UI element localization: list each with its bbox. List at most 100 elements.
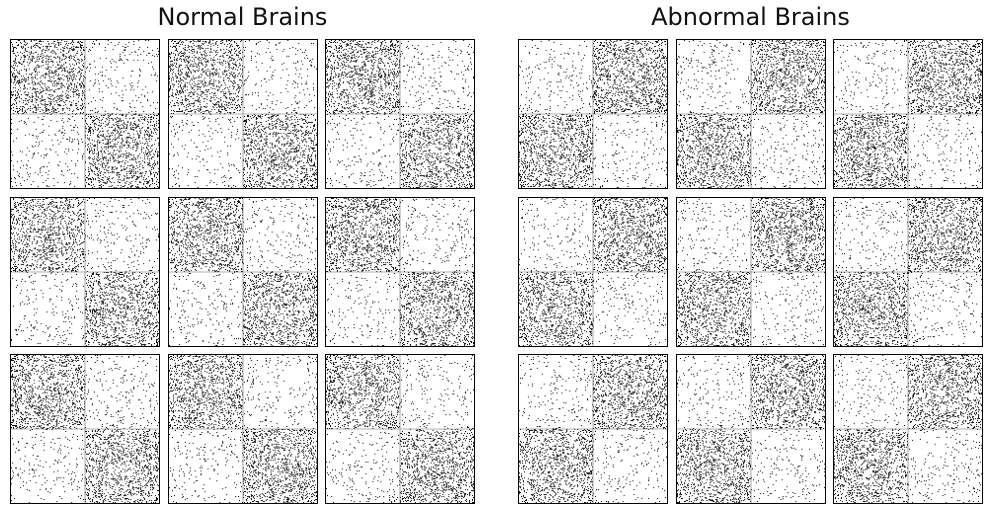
matrix-point (79, 79, 81, 81)
matrix-point (294, 177, 296, 179)
matrix-point (223, 108, 225, 110)
matrix-point (43, 129, 45, 131)
matrix-point (82, 107, 84, 109)
matrix-point (81, 60, 83, 62)
matrix-point (293, 124, 295, 126)
matrix-point (120, 150, 122, 152)
matrix-point (305, 121, 307, 123)
matrix-point (96, 175, 98, 177)
matrix-point (238, 105, 240, 107)
matrix-point (289, 151, 291, 153)
matrix-point (67, 77, 69, 79)
matrix-point (311, 129, 313, 131)
matrix-point (315, 179, 317, 181)
matrix-point (85, 122, 87, 124)
matrix-point (72, 140, 74, 142)
matrix-point (182, 80, 184, 82)
matrix-point (205, 161, 207, 163)
matrix-point (11, 186, 13, 188)
matrix-point (299, 154, 301, 156)
matrix-point (273, 154, 275, 156)
matrix-point (40, 92, 42, 94)
matrix-point (284, 115, 286, 117)
matrix-point (268, 168, 270, 170)
matrix-point (63, 63, 65, 65)
matrix-point (127, 45, 129, 47)
matrix-point (274, 155, 276, 157)
matrix-point (73, 92, 75, 94)
matrix-point (61, 96, 63, 98)
matrix-point (248, 128, 250, 130)
matrix-point (198, 61, 200, 63)
matrix-point (213, 92, 215, 94)
matrix-point (144, 161, 146, 163)
matrix-point (278, 137, 280, 139)
matrix-point (170, 113, 172, 115)
matrix-point (288, 132, 290, 134)
matrix-point (202, 92, 204, 94)
matrix-point (41, 95, 43, 97)
matrix-point (69, 74, 71, 76)
matrix-point (307, 155, 309, 157)
matrix-point (107, 123, 109, 125)
matrix-point (250, 141, 252, 143)
matrix-point (272, 135, 274, 137)
matrix-point (172, 45, 174, 47)
matrix-point (264, 145, 266, 147)
matrix-point (266, 105, 268, 107)
matrix-point (45, 74, 47, 76)
matrix-point (38, 65, 40, 67)
matrix-point (302, 122, 304, 124)
matrix-point (186, 55, 188, 57)
matrix-point (299, 179, 301, 181)
matrix-point (11, 73, 13, 75)
matrix-point (275, 159, 277, 161)
matrix-point (128, 146, 130, 148)
matrix-point (189, 96, 191, 98)
matrix-point (11, 151, 12, 153)
matrix-point (98, 180, 100, 182)
matrix-point (299, 129, 301, 131)
matrix-point (304, 134, 306, 136)
matrix-point (15, 62, 17, 64)
matrix-point (54, 109, 56, 111)
matrix-point (116, 168, 118, 170)
matrix-point (257, 137, 259, 139)
matrix-point (46, 104, 48, 106)
matrix-point (31, 72, 33, 74)
matrix-point (124, 48, 126, 50)
matrix-point (261, 177, 263, 179)
matrix-point (132, 148, 134, 150)
matrix-point (85, 175, 86, 177)
matrix-point (134, 157, 136, 159)
matrix-point (282, 152, 284, 154)
matrix-point (137, 124, 139, 126)
matrix-point (182, 47, 184, 49)
matrix-point (118, 135, 120, 137)
matrix-point (136, 178, 138, 180)
matrix-point (13, 99, 15, 101)
matrix-point (48, 42, 50, 44)
matrix-point (65, 148, 67, 150)
matrix-point (79, 67, 81, 69)
matrix-point (173, 84, 175, 86)
matrix-point (72, 74, 74, 76)
matrix-point (57, 56, 59, 58)
matrix-point (187, 152, 189, 154)
matrix-point (295, 134, 297, 136)
matrix-point (245, 94, 247, 96)
matrix-point (223, 185, 225, 187)
matrix-point (91, 152, 93, 154)
matrix-point (308, 176, 310, 178)
matrix-point (35, 68, 37, 70)
matrix-point (183, 106, 185, 108)
matrix-point (237, 91, 239, 93)
matrix-point (126, 152, 128, 154)
matrix-point (92, 40, 94, 42)
matrix-point (293, 126, 295, 128)
matrix-point (30, 52, 32, 54)
matrix-point (220, 84, 222, 86)
matrix-point (229, 45, 231, 47)
matrix-point (206, 148, 208, 150)
matrix-point (93, 171, 95, 173)
